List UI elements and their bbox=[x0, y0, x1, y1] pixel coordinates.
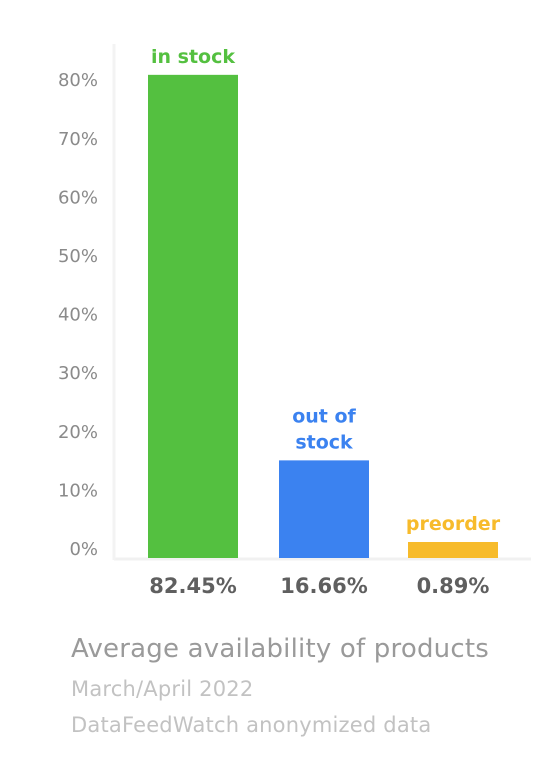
y-tick-labels: 0% 10% 20% 30% 40% 50% 60% 70% 80% bbox=[58, 70, 98, 560]
value-label: 82.45% bbox=[149, 574, 236, 598]
bar-chart: 0% 10% 20% 30% 40% 50% 60% 70% 80% in stock out o… bbox=[58, 44, 531, 598]
category-label: stock bbox=[295, 431, 353, 453]
value-label: 0.89% bbox=[417, 574, 490, 598]
category-label: out of bbox=[292, 405, 356, 427]
y-tick-label: 20% bbox=[58, 422, 98, 443]
value-label: 16.66% bbox=[280, 574, 367, 598]
chart-title: Average availability of products bbox=[71, 634, 489, 664]
y-tick-label: 80% bbox=[58, 70, 98, 91]
value-labels: 82.45% 16.66% 0.89% bbox=[149, 574, 489, 598]
y-tick-label: 50% bbox=[58, 246, 98, 267]
y-tick-label: 70% bbox=[58, 129, 98, 150]
y-tick-label: 40% bbox=[58, 305, 98, 326]
y-tick-label: 10% bbox=[58, 480, 98, 501]
y-tick-label: 30% bbox=[58, 363, 98, 384]
y-tick-label: 0% bbox=[69, 539, 98, 560]
bar bbox=[148, 74, 238, 558]
chart-subtitle: March/April 2022 bbox=[71, 677, 254, 701]
chart-source: DataFeedWatch anonymized data bbox=[71, 713, 432, 737]
bar bbox=[279, 460, 369, 558]
category-labels: in stock out of stock preorder bbox=[151, 46, 501, 535]
bars bbox=[148, 74, 498, 558]
bar bbox=[408, 542, 498, 558]
category-label: in stock bbox=[151, 46, 235, 68]
y-tick-label: 60% bbox=[58, 187, 98, 208]
category-label: preorder bbox=[406, 513, 501, 535]
